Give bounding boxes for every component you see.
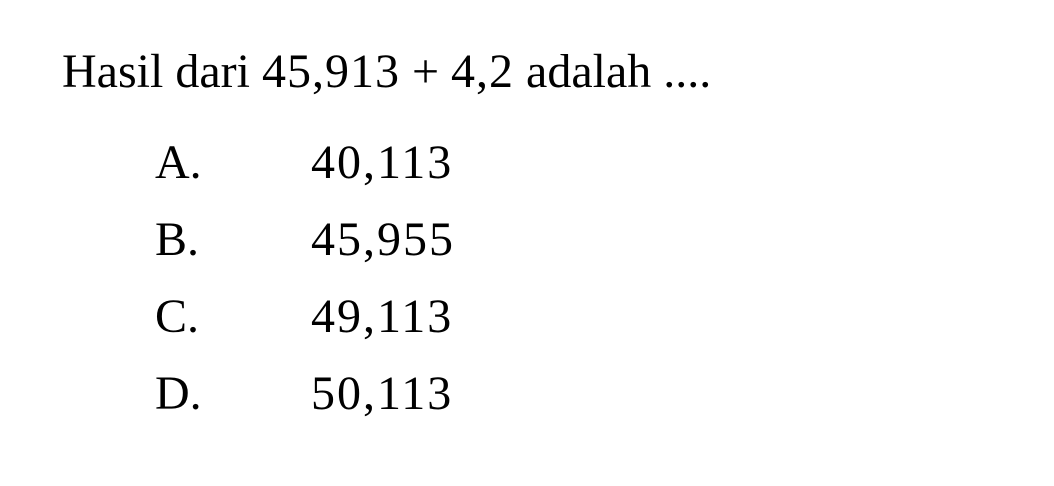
operand-b: 4,2 bbox=[451, 45, 515, 98]
option-c[interactable]: C. 49,113 bbox=[155, 278, 455, 355]
answer-options: A. 40,113 B. 45,955 C. 49,113 D. 50,113 bbox=[155, 124, 455, 432]
question-text: Hasil dari 45,913 + 4,2 adalah .... bbox=[62, 42, 711, 102]
option-b[interactable]: B. 45,955 bbox=[155, 201, 455, 278]
operand-a: 45,913 bbox=[261, 45, 400, 98]
option-letter: A. bbox=[155, 136, 202, 189]
option-a[interactable]: A. 40,113 bbox=[155, 124, 455, 201]
question-prefix: Hasil dari bbox=[62, 45, 262, 98]
option-value: 40,113 bbox=[311, 136, 454, 189]
option-letter: C. bbox=[155, 290, 200, 343]
operator-plus: + bbox=[399, 45, 452, 98]
option-value: 50,113 bbox=[311, 367, 454, 420]
option-value: 45,955 bbox=[311, 213, 455, 266]
option-letter: D. bbox=[155, 367, 202, 420]
question-suffix: adalah .... bbox=[514, 45, 712, 98]
option-letter: B. bbox=[155, 213, 200, 266]
option-d[interactable]: D. 50,113 bbox=[155, 355, 455, 432]
option-value: 49,113 bbox=[311, 290, 454, 343]
